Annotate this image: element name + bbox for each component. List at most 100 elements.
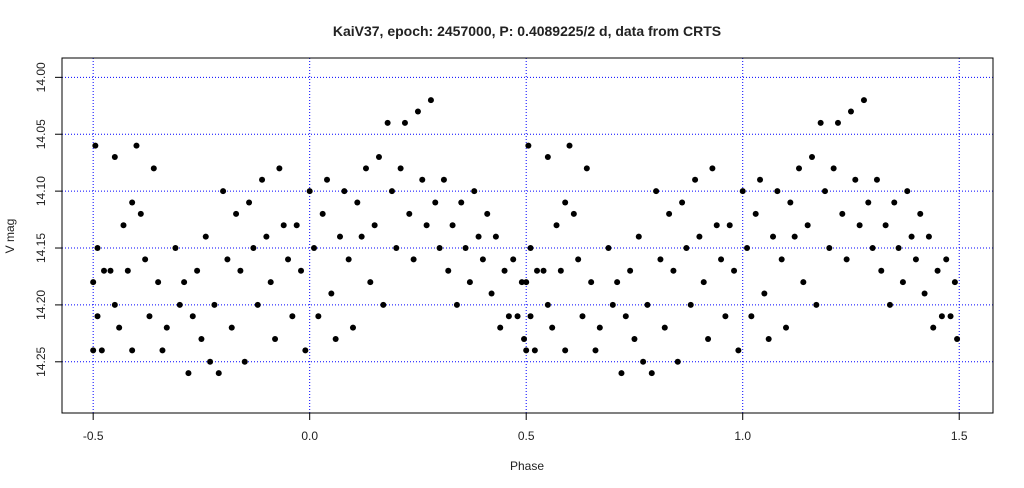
point (666, 210, 673, 217)
point (765, 336, 772, 343)
point (194, 267, 201, 274)
point (796, 165, 803, 172)
point (380, 301, 387, 308)
point (834, 119, 841, 126)
point (94, 313, 101, 320)
point (562, 199, 569, 206)
point (748, 313, 755, 320)
point (150, 165, 157, 172)
point (449, 222, 456, 229)
point (198, 336, 205, 343)
point (471, 188, 478, 195)
x-tick-label: -0.5 (83, 429, 104, 443)
point (696, 233, 703, 240)
point (744, 245, 751, 252)
point (683, 245, 690, 252)
point (709, 165, 716, 172)
point (354, 199, 361, 206)
point (627, 267, 634, 274)
point (458, 199, 465, 206)
point (111, 153, 118, 160)
point (904, 188, 911, 195)
plot-frame (61, 57, 994, 414)
point (873, 176, 880, 183)
point (534, 267, 541, 274)
point (337, 233, 344, 240)
point (808, 153, 815, 160)
point (648, 370, 655, 377)
point (254, 301, 261, 308)
point (856, 222, 863, 229)
point (523, 347, 530, 354)
point (397, 165, 404, 172)
point (635, 233, 642, 240)
x-axis-label: Phase (510, 459, 544, 473)
point (159, 347, 166, 354)
point (540, 267, 547, 274)
point (367, 279, 374, 286)
point (315, 313, 322, 320)
point (521, 336, 528, 343)
point (514, 313, 521, 320)
point (518, 279, 525, 286)
point (289, 313, 296, 320)
point (687, 301, 694, 308)
point (954, 336, 961, 343)
point (527, 245, 534, 252)
point (644, 301, 651, 308)
point (246, 199, 253, 206)
point (726, 222, 733, 229)
point (98, 347, 105, 354)
point (570, 210, 577, 217)
point (622, 313, 629, 320)
point (757, 176, 764, 183)
point (263, 233, 270, 240)
point (129, 199, 136, 206)
point (527, 313, 534, 320)
point (280, 222, 287, 229)
point (479, 256, 486, 263)
point (362, 165, 369, 172)
point (237, 267, 244, 274)
point (488, 290, 495, 297)
point (224, 256, 231, 263)
point (233, 210, 240, 217)
point (215, 370, 222, 377)
point (185, 370, 192, 377)
point (432, 199, 439, 206)
point (826, 245, 833, 252)
point (800, 279, 807, 286)
point (609, 301, 616, 308)
point (886, 301, 893, 308)
point (92, 142, 99, 149)
point (298, 267, 305, 274)
point (276, 165, 283, 172)
point (640, 358, 647, 365)
point (791, 233, 798, 240)
point (592, 347, 599, 354)
point (804, 222, 811, 229)
point (401, 119, 408, 126)
point (934, 267, 941, 274)
point (202, 233, 209, 240)
x-tick-label: 0.0 (301, 429, 318, 443)
point (371, 222, 378, 229)
point (852, 176, 859, 183)
point (869, 245, 876, 252)
point (328, 290, 335, 297)
point (618, 370, 625, 377)
point (90, 347, 97, 354)
point (731, 267, 738, 274)
point (544, 301, 551, 308)
point (943, 256, 950, 263)
point (440, 176, 447, 183)
point (406, 210, 413, 217)
point (207, 358, 214, 365)
point (679, 199, 686, 206)
point (847, 108, 854, 115)
point (501, 267, 508, 274)
point (700, 279, 707, 286)
point (895, 245, 902, 252)
point (631, 336, 638, 343)
y-axis-label: V mag (3, 219, 17, 254)
